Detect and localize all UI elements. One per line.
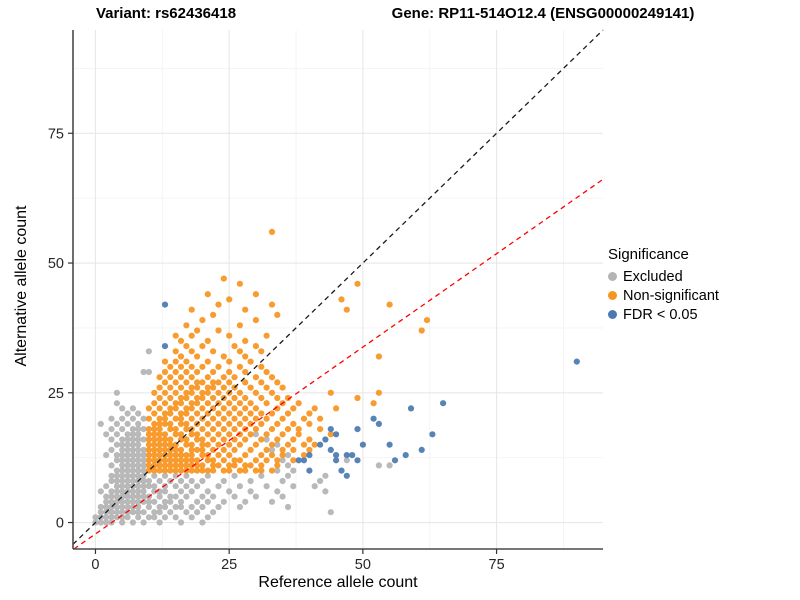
x-tick-label: 50 <box>355 557 371 573</box>
legend-label: Excluded <box>623 268 683 285</box>
y-tick-label: 0 <box>56 516 64 532</box>
series-excluded <box>92 348 393 526</box>
gene-title: Gene: RP11-514O12.4 (ENSG00000249141) <box>391 5 695 22</box>
legend-item-non-significant: Non-significant <box>608 286 719 305</box>
axes: 0 25 50 75 0 25 50 75 <box>48 30 603 573</box>
legend-item-fdr: FDR < 0.05 <box>608 305 719 324</box>
identity-line <box>72 29 604 545</box>
legend-title: Significance <box>608 246 689 263</box>
non-significant-dot-icon <box>608 291 617 300</box>
legend-item-excluded: Excluded <box>608 267 719 286</box>
variant-title: Variant: rs62436418 <box>95 5 237 22</box>
gridlines <box>73 30 603 549</box>
series-non-significant <box>145 228 431 474</box>
series-fdr-0-05 <box>161 301 580 479</box>
y-axis-title: Alternative allele count <box>13 205 30 367</box>
x-tick-label: 25 <box>221 557 237 573</box>
fdr-dot-icon <box>608 310 617 319</box>
excluded-dot-icon <box>608 272 617 281</box>
fitted-ratio-line <box>73 178 604 550</box>
y-tick-label: 75 <box>48 126 64 142</box>
y-tick-label: 50 <box>48 256 64 272</box>
legend-label: Non-significant <box>623 287 719 304</box>
x-tick-label: 0 <box>91 557 99 573</box>
x-tick-label: 75 <box>489 557 505 573</box>
x-axis-title: Reference allele count <box>258 574 418 591</box>
y-tick-label: 25 <box>48 386 64 402</box>
legend-label: FDR < 0.05 <box>623 306 698 323</box>
legend: Significance Excluded Non-significant FD… <box>608 246 719 324</box>
